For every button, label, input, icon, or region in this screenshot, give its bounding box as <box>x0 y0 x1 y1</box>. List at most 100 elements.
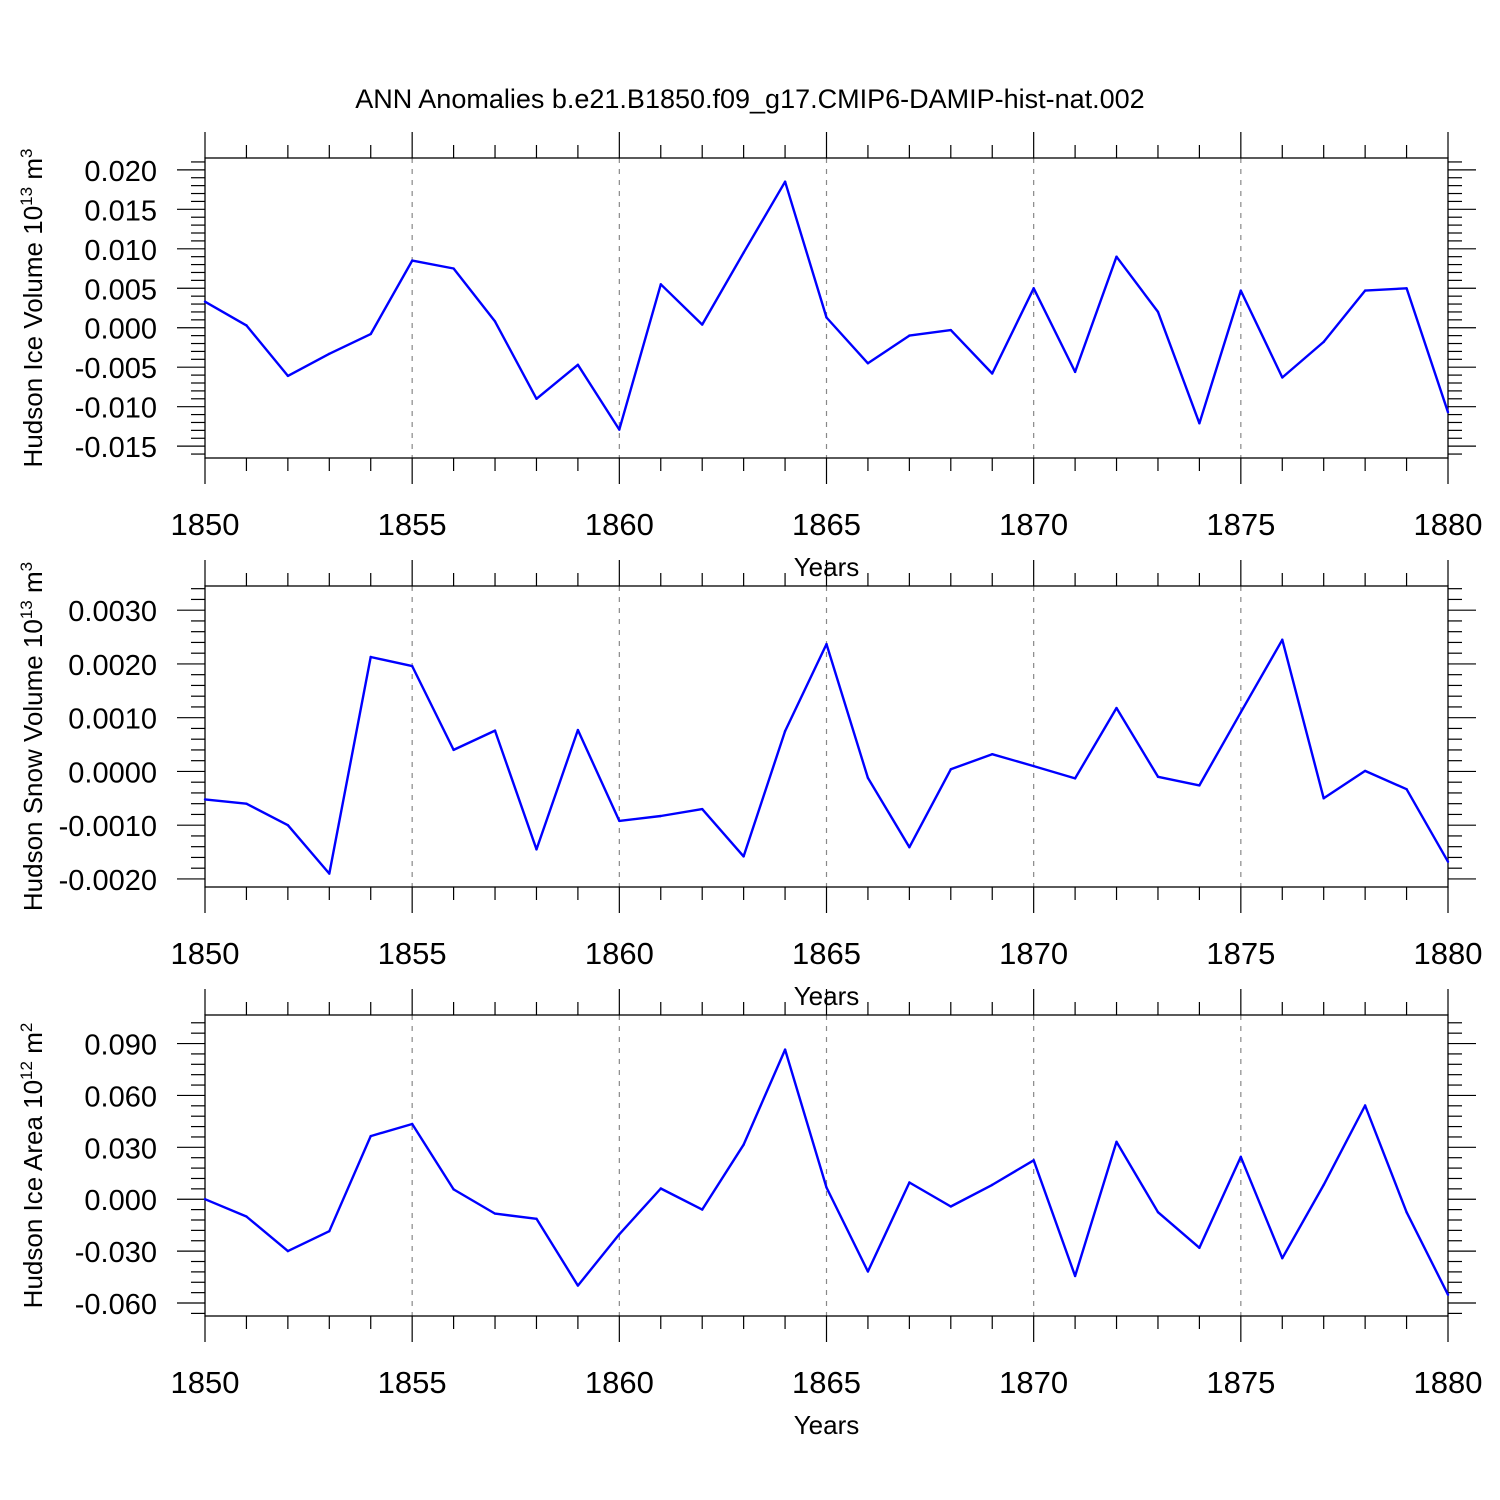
x-axis-label: Years <box>794 1410 860 1440</box>
data-point <box>659 814 662 818</box>
data-point <box>825 316 828 319</box>
data-point <box>949 768 952 771</box>
data-point <box>701 323 704 326</box>
y-tick-label: 0.0020 <box>68 650 157 682</box>
x-tick-label: 1860 <box>585 936 654 971</box>
data-point <box>1363 769 1367 773</box>
data-point <box>659 283 662 286</box>
data-point <box>991 1183 994 1187</box>
data-point <box>1322 340 1325 344</box>
y-tick-label: 0.000 <box>84 314 157 346</box>
y-axis-label: Hudson Ice Area 1012 m2 <box>17 1023 48 1309</box>
data-point <box>1032 764 1035 768</box>
data-point <box>991 372 994 375</box>
y-tick-label: -0.0010 <box>59 811 157 843</box>
x-tick-label: 1870 <box>999 1365 1068 1400</box>
data-point <box>1073 370 1077 374</box>
data-point <box>1115 706 1118 710</box>
data-point <box>1115 255 1118 258</box>
chart-panel-1: -0.015 -0.010 -0.005 0.000 0.005 0.010 0.015 0.… <box>17 132 1482 582</box>
data-point <box>1446 1293 1450 1296</box>
data-point <box>1363 289 1367 292</box>
y-tick-label: -0.005 <box>75 353 157 385</box>
data-point <box>783 180 787 183</box>
data-point <box>410 664 414 668</box>
data-point <box>1405 287 1408 290</box>
data-point <box>245 324 248 327</box>
page-title: ANN Anomalies b.e21.B1850.f09_g17.CMIP6-… <box>355 84 1145 114</box>
data-point <box>783 729 787 733</box>
x-tick-label: 1875 <box>1206 936 1275 971</box>
data-point <box>1198 1246 1201 1250</box>
data-point <box>742 855 745 858</box>
x-tick-label: 1855 <box>378 507 447 542</box>
data-point <box>493 1212 497 1215</box>
x-tick-label: 1880 <box>1414 1365 1483 1400</box>
data-point <box>742 1143 745 1146</box>
chart-panel-3: -0.060 -0.030 0.000 0.030 0.060 0.090 1850 1855… <box>17 989 1482 1440</box>
data-point <box>1322 797 1325 800</box>
y-axis-label: Hudson Ice Volume 1013 m3 <box>17 149 48 468</box>
data-point <box>866 362 870 365</box>
y-tick-label: -0.060 <box>75 1289 157 1321</box>
data-point <box>576 1284 580 1287</box>
data-point <box>908 846 911 849</box>
data-point <box>1446 411 1450 414</box>
data-point <box>452 1188 455 1191</box>
data-point <box>1281 376 1284 379</box>
data-point <box>908 334 911 337</box>
data-point <box>535 848 538 851</box>
data-point <box>286 823 290 827</box>
data-point <box>369 332 372 336</box>
data-point <box>1322 1183 1325 1187</box>
data-point <box>1032 1159 1035 1162</box>
data-point <box>701 1208 704 1211</box>
data-point <box>1073 777 1077 780</box>
x-tick-label: 1880 <box>1414 507 1483 542</box>
data-point <box>1115 1140 1118 1144</box>
y-tick-label: 0.020 <box>84 156 157 188</box>
data-point <box>742 251 745 254</box>
data-point <box>410 1122 414 1126</box>
data-point <box>1281 638 1284 641</box>
x-tick-label: 1870 <box>999 507 1068 542</box>
y-tick-label: 0.0000 <box>68 757 157 789</box>
data-point <box>783 1048 787 1051</box>
data-point <box>1446 860 1450 863</box>
data-point <box>1156 1211 1160 1214</box>
x-tick-label: 1850 <box>171 507 240 542</box>
x-tick-label: 1850 <box>171 1365 240 1400</box>
data-point <box>866 776 870 780</box>
data-point <box>286 374 290 378</box>
data-point <box>1363 1104 1367 1107</box>
x-tick-label: 1860 <box>585 507 654 542</box>
y-tick-label: 0.000 <box>84 1185 157 1217</box>
x-tick-label: 1860 <box>585 1365 654 1400</box>
x-tick-label: 1855 <box>378 936 447 971</box>
data-point <box>618 1233 621 1236</box>
chart-panel-2: -0.0020 -0.0010 0.0000 0.0010 0.0020 0.0030 18… <box>17 560 1482 1011</box>
x-tick-label: 1865 <box>792 1365 861 1400</box>
data-point <box>1198 784 1201 787</box>
data-point <box>949 328 952 332</box>
data-point <box>949 1205 952 1208</box>
y-tick-label: -0.030 <box>75 1237 157 1269</box>
data-point <box>576 363 580 367</box>
data-point <box>1032 287 1035 290</box>
y-tick-label: 0.015 <box>84 195 157 227</box>
data-point <box>908 1181 911 1184</box>
y-axis-label: Hudson Snow Volume 1013 m3 <box>17 562 48 911</box>
data-point <box>991 753 994 756</box>
data-point <box>245 1215 248 1218</box>
y-tick-label: -0.015 <box>75 432 157 464</box>
data-point <box>659 1187 662 1190</box>
data-point <box>1198 422 1201 425</box>
data-point <box>452 748 455 752</box>
data-point <box>618 428 621 431</box>
data-point <box>410 259 414 262</box>
data-point <box>701 807 704 811</box>
data-point <box>1239 1155 1243 1159</box>
data-point <box>535 1217 538 1220</box>
data-point <box>825 642 828 646</box>
